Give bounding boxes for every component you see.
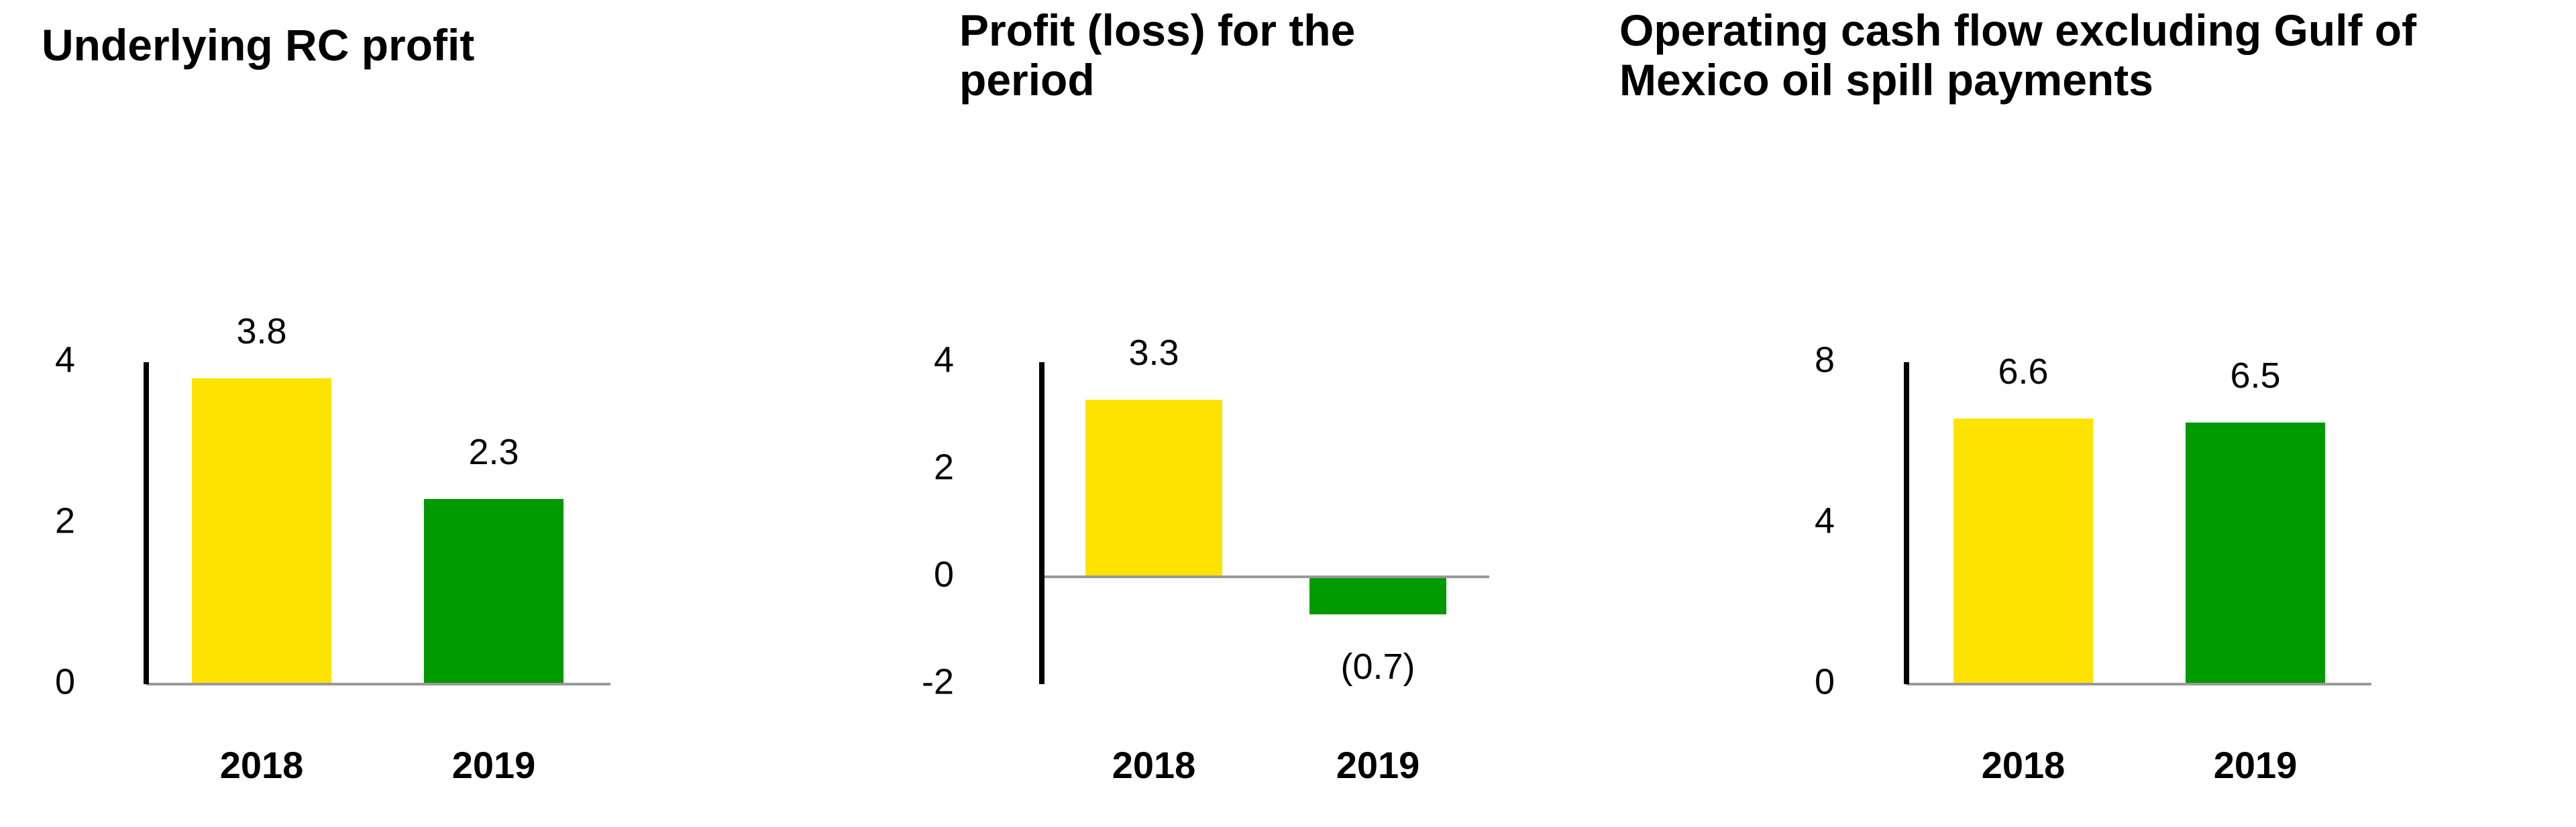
x-category-label: 2018 [220,744,304,786]
bar-chart-operating-cash-flow: 0 4 8 6.6 2018 6.5 2019 [1815,339,2371,786]
bar-2018 [1085,400,1222,577]
chart-panel-profit-loss: Profit (loss) for the period -2 0 2 4 3.3 201… [872,0,1610,827]
value-label: 2.3 [468,432,519,472]
chart-title: Operating cash flow excluding Gulf of Me… [1619,5,2417,105]
x-category-label: 2019 [1336,744,1420,786]
bar-chart-underlying-rc-profit: 0 2 4 3.8 2018 2.3 2019 [55,311,610,786]
chart-panel-operating-cash-flow: Operating cash flow excluding Gulf of Me… [1610,0,2576,827]
value-label: 6.5 [2230,355,2280,396]
bar-2019 [2186,423,2325,684]
y-tick-label: 4 [1815,500,1835,541]
chart-panel-underlying-rc-profit: Underlying RC profit 0 2 4 3.8 2018 2.3 2019 [0,0,872,827]
chart-title: Profit (loss) for the period [959,5,1356,105]
y-tick-label: 0 [934,554,954,594]
value-label: (0.7) [1340,647,1415,687]
y-tick-label: 0 [55,661,75,702]
value-label: 3.8 [236,311,286,351]
y-tick-label: 4 [934,339,954,380]
y-tick-label: 8 [1815,339,1835,380]
x-category-label: 2019 [2214,744,2298,786]
x-category-label: 2018 [1982,744,2065,786]
bar-chart-profit-loss: -2 0 2 4 3.3 2018 (0.7) 2019 [922,333,1489,786]
value-label: 6.6 [1998,351,2048,392]
bar-2019 [424,499,564,684]
y-tick-label: 2 [934,447,954,487]
y-tick-label: 0 [1815,661,1835,702]
x-category-label: 2018 [1112,744,1196,786]
y-tick-label: -2 [922,661,954,702]
chart-title: Underlying RC profit [42,20,475,70]
y-tick-label: 4 [55,339,75,380]
bar-2019 [1309,577,1446,614]
bar-2018 [1953,419,2093,684]
y-tick-label: 2 [55,500,75,541]
value-label: 3.3 [1128,333,1179,373]
bar-2018 [192,378,331,684]
x-category-label: 2019 [452,744,536,786]
